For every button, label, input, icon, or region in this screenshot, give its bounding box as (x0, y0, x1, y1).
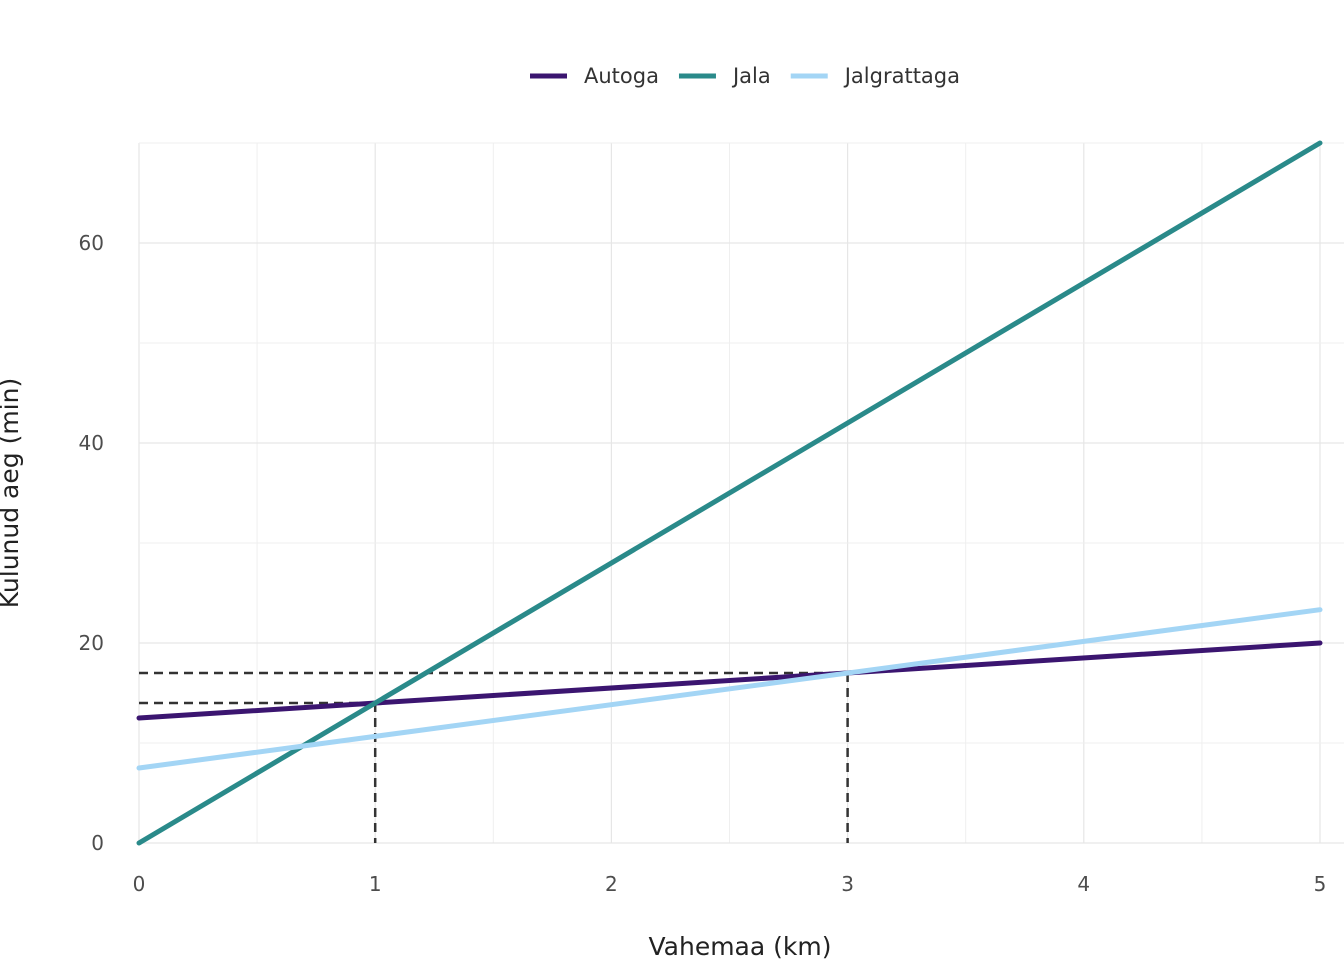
y-tick-label: 20 (79, 631, 104, 655)
legend-label: Jala (731, 64, 771, 88)
series-line-jalgrattaga (136, 607, 1323, 771)
legend: Autoga Jala Jalgrattaga (530, 64, 960, 88)
x-tick-label: 2 (605, 872, 618, 896)
x-tick-label: 3 (841, 872, 854, 896)
x-axis-title: Vahemaa (km) (649, 932, 832, 960)
x-tick-label: 5 (1314, 872, 1327, 896)
y-axis-title: Kulunud aeg (min) (0, 378, 24, 608)
x-tick-label: 4 (1077, 872, 1090, 896)
legend-item-jala: Jala (678, 64, 771, 88)
x-tick-label: 1 (369, 872, 382, 896)
y-axis-ticks: 0 20 40 60 (79, 231, 104, 855)
legend-label: Autoga (584, 64, 659, 88)
legend-item-autoga: Autoga (530, 64, 659, 88)
x-axis-ticks: 0 1 2 3 4 5 (133, 872, 1327, 896)
y-tick-label: 0 (91, 831, 104, 855)
series-lines (136, 140, 1323, 846)
y-tick-label: 40 (79, 431, 104, 455)
series-line-jala (136, 140, 1323, 846)
grid (138, 142, 1344, 844)
legend-item-jalgrattaga: Jalgrattaga (790, 64, 960, 88)
legend-label: Jalgrattaga (843, 64, 960, 88)
x-tick-label: 0 (133, 872, 146, 896)
y-tick-label: 60 (79, 231, 104, 255)
series-line-autoga (136, 640, 1323, 721)
